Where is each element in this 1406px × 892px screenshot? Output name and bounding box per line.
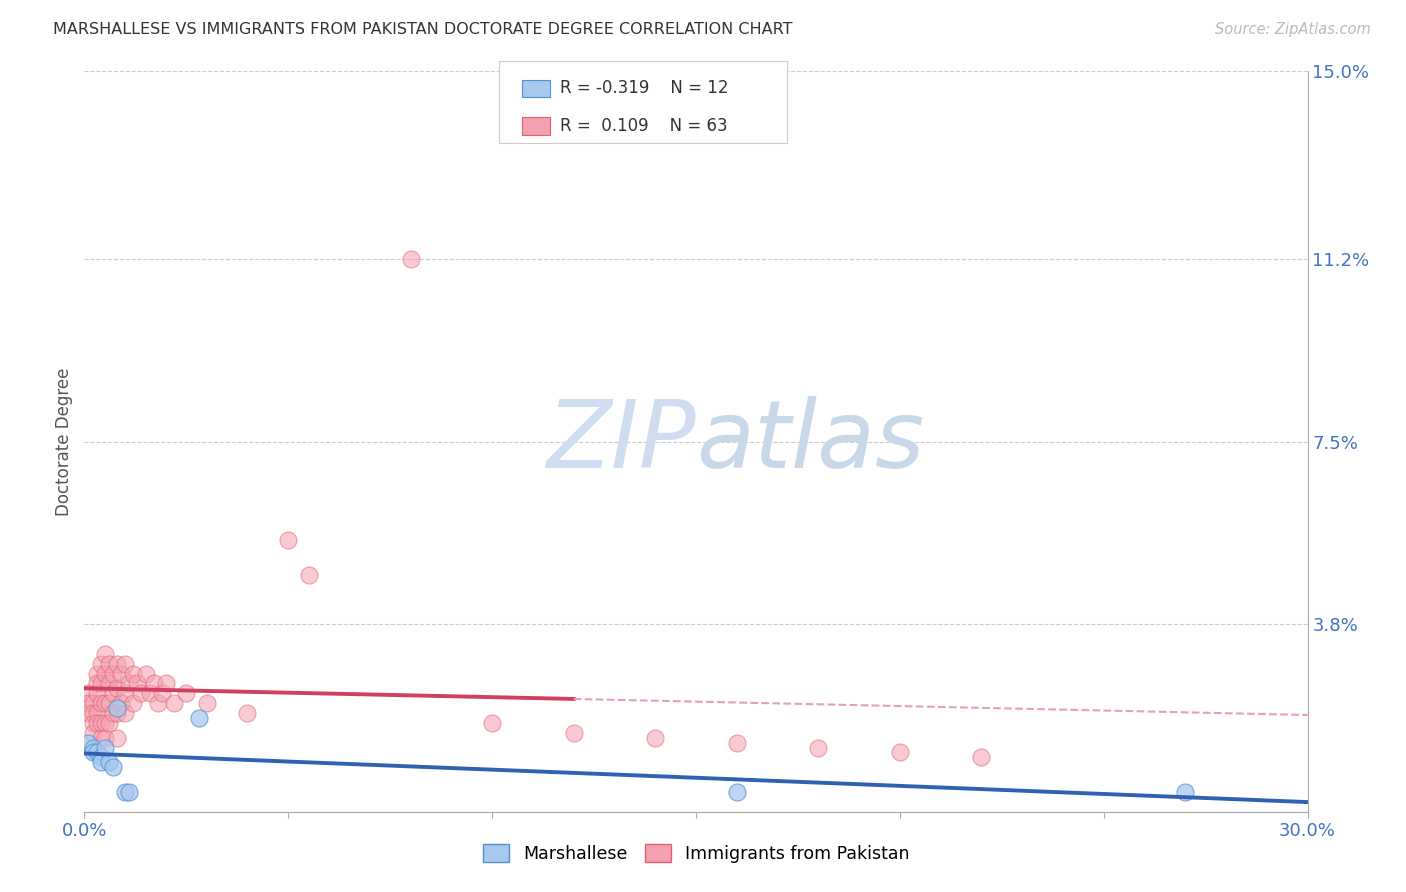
Point bbox=[93, 715, 115, 730]
Point bbox=[114, 706, 136, 720]
Point bbox=[93, 696, 115, 710]
Point bbox=[82, 746, 104, 760]
Point bbox=[644, 731, 666, 745]
Point bbox=[105, 706, 128, 720]
Point bbox=[77, 696, 100, 710]
Text: Source: ZipAtlas.com: Source: ZipAtlas.com bbox=[1215, 22, 1371, 37]
Point bbox=[101, 760, 124, 774]
Legend: Marshallese, Immigrants from Pakistan: Marshallese, Immigrants from Pakistan bbox=[477, 837, 915, 870]
Point bbox=[105, 657, 128, 671]
Point bbox=[195, 696, 218, 710]
Point bbox=[97, 756, 120, 770]
Point bbox=[155, 676, 177, 690]
Point bbox=[150, 686, 173, 700]
Point bbox=[82, 715, 104, 730]
Text: R = -0.319    N = 12: R = -0.319 N = 12 bbox=[560, 79, 728, 97]
Point bbox=[93, 647, 115, 661]
Point bbox=[77, 736, 100, 750]
Point bbox=[97, 696, 120, 710]
Point bbox=[86, 715, 108, 730]
Point bbox=[82, 740, 104, 755]
Point bbox=[110, 666, 132, 681]
Point bbox=[122, 666, 145, 681]
Point bbox=[1174, 785, 1197, 799]
Point bbox=[163, 696, 186, 710]
Point bbox=[86, 676, 108, 690]
Point bbox=[97, 676, 120, 690]
Point bbox=[77, 686, 100, 700]
Point bbox=[118, 785, 141, 799]
Point bbox=[562, 725, 585, 739]
Point bbox=[889, 746, 911, 760]
Point bbox=[86, 666, 108, 681]
Point bbox=[82, 696, 104, 710]
Point bbox=[82, 706, 104, 720]
Point bbox=[807, 740, 830, 755]
Point bbox=[101, 706, 124, 720]
Point bbox=[86, 746, 108, 760]
Point bbox=[86, 686, 108, 700]
Point bbox=[399, 252, 422, 266]
Y-axis label: Doctorate Degree: Doctorate Degree bbox=[55, 368, 73, 516]
Point bbox=[174, 686, 197, 700]
Point bbox=[236, 706, 259, 720]
Point bbox=[97, 657, 120, 671]
Point bbox=[86, 706, 108, 720]
Point bbox=[105, 681, 128, 696]
Point bbox=[970, 750, 993, 764]
Point bbox=[90, 715, 112, 730]
Point bbox=[97, 715, 120, 730]
Point bbox=[105, 731, 128, 745]
Point bbox=[90, 696, 112, 710]
Point bbox=[131, 686, 153, 700]
Point bbox=[725, 736, 748, 750]
Point bbox=[142, 676, 165, 690]
Point bbox=[481, 715, 503, 730]
Point bbox=[110, 696, 132, 710]
Point bbox=[187, 711, 209, 725]
Point bbox=[138, 686, 160, 700]
Point bbox=[135, 666, 157, 681]
Point bbox=[118, 676, 141, 690]
Point bbox=[146, 696, 169, 710]
Text: atlas: atlas bbox=[696, 396, 924, 487]
Point bbox=[93, 731, 115, 745]
Point bbox=[114, 657, 136, 671]
Text: ZIP: ZIP bbox=[547, 396, 696, 487]
Point bbox=[114, 785, 136, 799]
Point bbox=[277, 533, 299, 548]
Point bbox=[90, 756, 112, 770]
Point bbox=[90, 676, 112, 690]
Point bbox=[93, 666, 115, 681]
Point bbox=[77, 706, 100, 720]
Point bbox=[101, 666, 124, 681]
Point bbox=[298, 567, 321, 582]
Point bbox=[90, 657, 112, 671]
Point bbox=[127, 676, 149, 690]
Text: MARSHALLESE VS IMMIGRANTS FROM PAKISTAN DOCTORATE DEGREE CORRELATION CHART: MARSHALLESE VS IMMIGRANTS FROM PAKISTAN … bbox=[53, 22, 793, 37]
Point bbox=[101, 686, 124, 700]
Point bbox=[82, 725, 104, 739]
Point bbox=[725, 785, 748, 799]
Point bbox=[114, 686, 136, 700]
Point bbox=[90, 731, 112, 745]
Point bbox=[122, 696, 145, 710]
Text: R =  0.109    N = 63: R = 0.109 N = 63 bbox=[560, 117, 727, 135]
Point bbox=[90, 750, 112, 764]
Point bbox=[93, 740, 115, 755]
Point bbox=[105, 701, 128, 715]
